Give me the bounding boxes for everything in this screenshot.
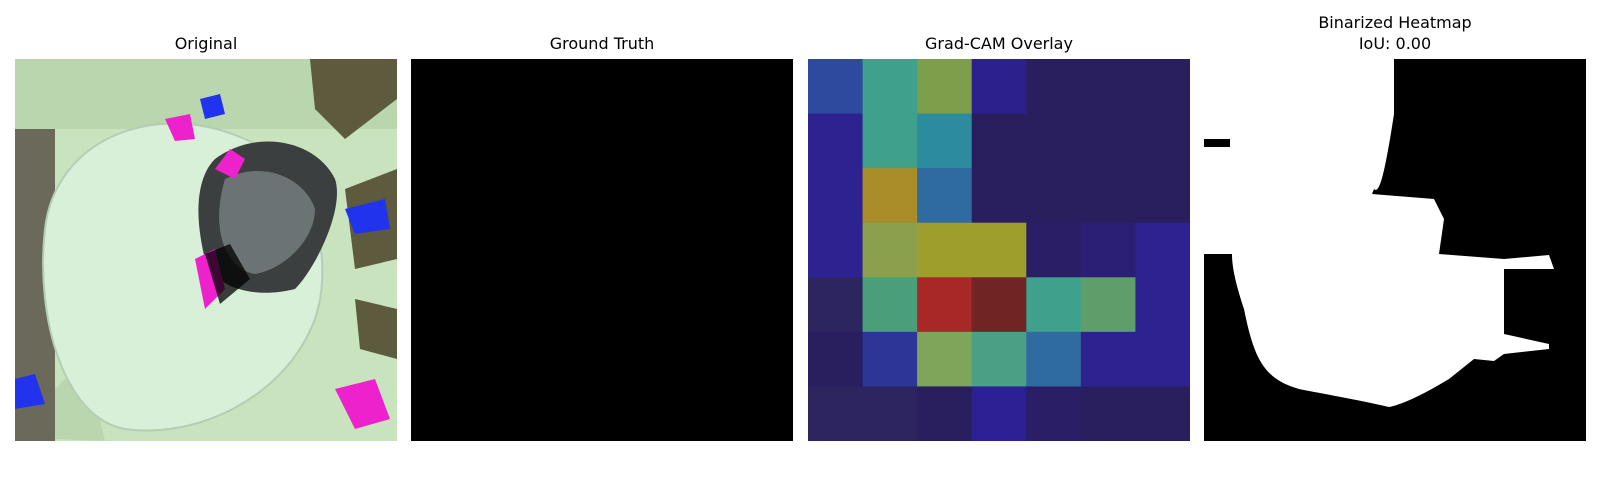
heatmap-cell xyxy=(971,386,1027,441)
heatmap-cell xyxy=(971,331,1027,387)
heatmap-cell xyxy=(808,222,864,278)
heatmap-cell xyxy=(1080,113,1136,169)
gradcam-overlay-image xyxy=(808,59,1190,441)
heatmap-cell xyxy=(1135,386,1190,441)
heatmap-cell xyxy=(862,168,918,224)
heatmap-cell xyxy=(917,59,973,115)
heatmap-cell xyxy=(1026,277,1082,333)
heatmap-cell xyxy=(808,59,864,115)
heatmap-cell xyxy=(917,168,973,224)
heatmap-cell xyxy=(1026,222,1082,278)
heatmap-cell xyxy=(1026,331,1082,387)
heatmap-cell xyxy=(917,222,973,278)
heatmap-cell xyxy=(1135,113,1190,169)
heatmap-cell xyxy=(1080,331,1136,387)
heatmap-cell xyxy=(1080,168,1136,224)
heatmap-cell xyxy=(971,59,1027,115)
heatmap-cell xyxy=(862,331,918,387)
heatmap-cell xyxy=(1026,59,1082,115)
heatmap-cell xyxy=(917,277,973,333)
heatmap-cell xyxy=(1135,59,1190,115)
heatmap-cell xyxy=(1080,59,1136,115)
heatmap-cell xyxy=(1135,331,1190,387)
heatmap-cell xyxy=(1080,222,1136,278)
heatmap-cell xyxy=(917,113,973,169)
heatmap-cell xyxy=(1080,386,1136,441)
binarized-heatmap-image xyxy=(1204,59,1586,441)
heatmap-cell xyxy=(808,168,864,224)
heatmap-cell xyxy=(971,277,1027,333)
heatmap-cell xyxy=(862,113,918,169)
heatmap-cell xyxy=(862,277,918,333)
heatmap-cell xyxy=(917,386,973,441)
heatmap-cell xyxy=(971,222,1027,278)
original-title: Original xyxy=(174,34,238,53)
heatmap-cell xyxy=(1026,113,1082,169)
ground-truth-image xyxy=(411,59,793,441)
heatmap-cell xyxy=(971,113,1027,169)
heatmap-cell xyxy=(1135,222,1190,278)
heatmap-cell xyxy=(917,331,973,387)
heatmap-cell xyxy=(1026,386,1082,441)
heatmap-cell xyxy=(808,386,864,441)
heatmap-cell xyxy=(1080,277,1136,333)
binarized-heatmap-title: Binarized Heatmap xyxy=(1318,13,1472,32)
heatmap-cell xyxy=(808,113,864,169)
heatmap-cell xyxy=(808,331,864,387)
gradcam-overlay-title: Grad-CAM Overlay xyxy=(925,34,1073,53)
iou-subtitle: IoU: 0.00 xyxy=(1358,34,1432,53)
heatmap-cell xyxy=(808,277,864,333)
gradcam-heatmap-grid xyxy=(808,59,1190,441)
heatmap-cell xyxy=(1135,168,1190,224)
heatmap-cell xyxy=(862,386,918,441)
heatmap-cell xyxy=(1026,168,1082,224)
ground-truth-title: Ground Truth xyxy=(549,34,655,53)
heatmap-cell xyxy=(1135,277,1190,333)
heatmap-cell xyxy=(862,59,918,115)
original-image xyxy=(15,59,397,441)
heatmap-cell xyxy=(862,222,918,278)
heatmap-cell xyxy=(971,168,1027,224)
